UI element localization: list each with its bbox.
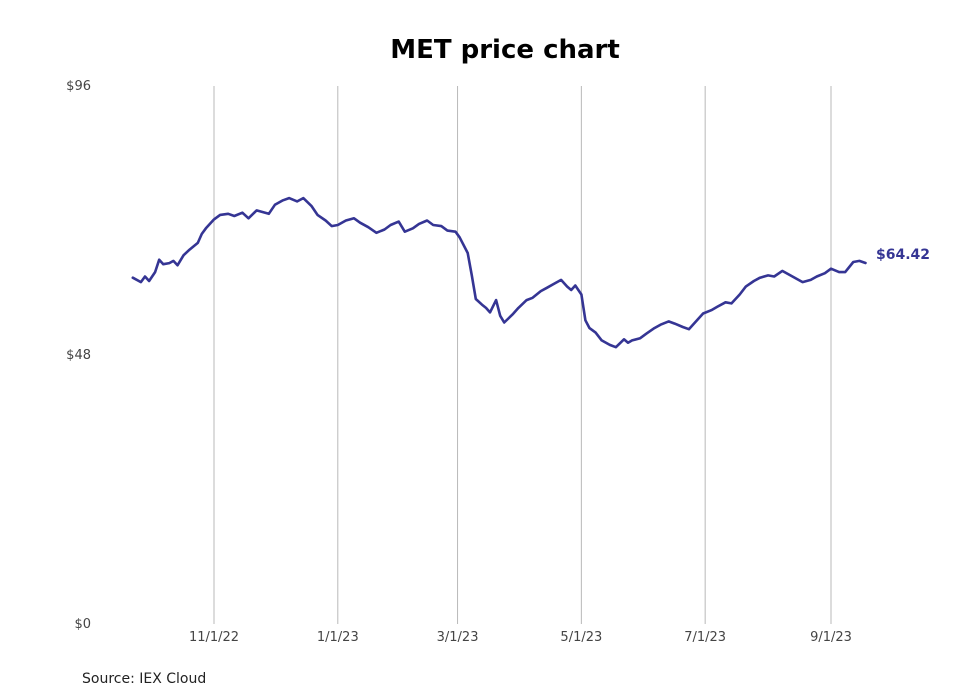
- chart-title: MET price chart: [390, 35, 620, 65]
- x-tick-label: 3/1/23: [437, 630, 479, 645]
- source-note: Source: IEX Cloud: [82, 671, 206, 687]
- x-tick-label: 9/1/23: [810, 630, 852, 645]
- x-tick-label: 5/1/23: [560, 630, 602, 645]
- y-tick-label: $48: [66, 348, 91, 363]
- x-tick-label: 1/1/23: [317, 630, 359, 645]
- price-series-line: [131, 196, 867, 349]
- last-price-label: $64.42: [876, 247, 930, 263]
- x-tick-label: 11/1/22: [189, 630, 239, 645]
- y-axis-tick-labels: $0 $48 $96: [66, 79, 91, 632]
- x-tick-label: 7/1/23: [684, 630, 726, 645]
- x-axis-tick-labels: 11/1/22 1/1/23 3/1/23 5/1/23 7/1/23 9/1/23: [189, 630, 852, 645]
- y-tick-label: $96: [66, 79, 91, 94]
- y-tick-label: $0: [74, 617, 91, 632]
- x-gridlines: [213, 86, 832, 624]
